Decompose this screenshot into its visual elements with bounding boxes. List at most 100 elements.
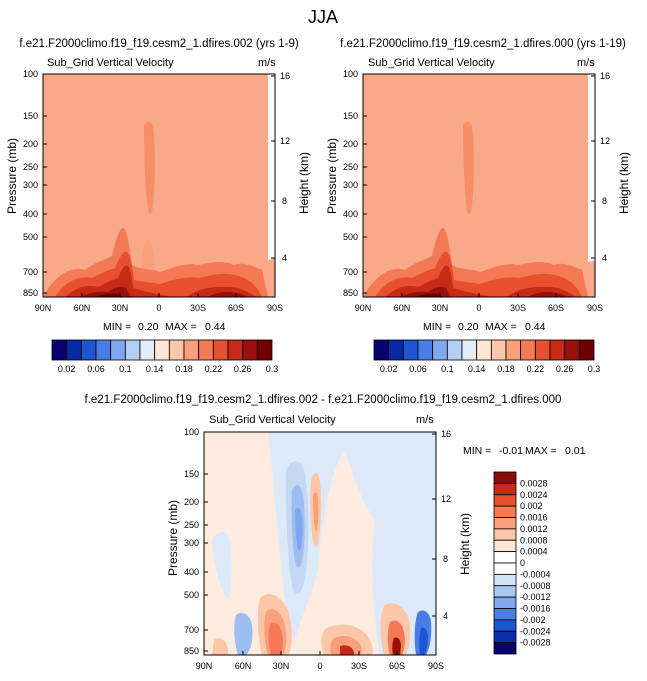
- panel-a-yrtick: 12: [280, 136, 290, 146]
- panel-c-ytick: 300: [184, 538, 199, 548]
- panel-a-xtick: 0: [156, 303, 161, 313]
- panel-c-max-value: 0.01: [565, 445, 586, 457]
- colorbar-label: 0.06: [409, 364, 427, 374]
- panel-a-xtick: 90S: [267, 303, 283, 313]
- colorbar-label: 0.02: [58, 364, 76, 374]
- panel-c-xtick: 30S: [351, 661, 367, 671]
- panel-b-ylabel: Pressure (mb): [325, 138, 339, 214]
- panel-b-ytick: 500: [343, 232, 358, 242]
- colorbar-swatch: [154, 339, 170, 361]
- page-title: JJA: [308, 7, 338, 27]
- panel-b-title: f.e21.F2000climo.f19_f19.cesm2_1.dfires.…: [340, 38, 626, 50]
- colorbar-swatch: [432, 339, 448, 361]
- panel-c-xtick: 60S: [389, 661, 405, 671]
- panel-c-y-ticks: 100 150 200 250 300 400 500 700 850: [184, 427, 199, 656]
- panel-c-ytick: 100: [184, 427, 199, 437]
- panel-a-ytick: 850: [23, 288, 38, 298]
- panel-b-xtick: 30N: [432, 303, 449, 313]
- panel-a: f.e21.F2000climo.f19_f19.cesm2_1.dfires.…: [5, 38, 311, 374]
- panel-c: f.e21.F2000climo.f19_f19.cesm2_1.dfires.…: [85, 394, 586, 671]
- panel-b-subtitle-right: m/s: [577, 57, 595, 69]
- panel-c-ytick: 150: [184, 469, 199, 479]
- panel-a-colorbar: 0.02 0.06 0.1 0.14 0.18 0.22 0.26 0.3: [51, 339, 279, 374]
- colorbar-label: 0.14: [468, 364, 486, 374]
- panel-a-min-value: 0.20: [138, 321, 159, 333]
- colorbar-swatch: [493, 608, 517, 621]
- colorbar-label: 0.3: [266, 364, 279, 374]
- colorbar-swatch: [124, 339, 141, 361]
- panel-a-subtitle-left: Sub_Grid Vertical Velocity: [47, 57, 174, 69]
- panel-c-ytick: 500: [184, 590, 199, 600]
- panel-b-yrtick: 8: [602, 196, 607, 206]
- panel-b-y-ticks: 100 150 200 250 300 400 500 700 850: [343, 69, 358, 298]
- panel-c-yrtick: 8: [443, 554, 448, 564]
- panel-b-yrtick: 4: [602, 253, 607, 263]
- panel-a-y-right-ticks: 16 12 8 4: [280, 71, 290, 263]
- colorbar-label: 0.18: [175, 364, 193, 374]
- colorbar-label: -0.0012: [520, 592, 551, 602]
- colorbar-swatch: [80, 339, 97, 361]
- panel-c-yrtick: 4: [443, 611, 448, 621]
- panel-b-min-label: MIN =: [423, 321, 451, 333]
- colorbar-label: 0.0016: [520, 513, 548, 523]
- panel-b-ytick: 850: [343, 288, 358, 298]
- panel-a-min-label: MIN =: [103, 321, 131, 333]
- colorbar-swatch: [66, 339, 82, 361]
- colorbar-swatch: [476, 339, 492, 361]
- panel-c-min-value: -0.01: [499, 445, 523, 457]
- panel-c-ytick: 250: [184, 520, 199, 530]
- panel-c-y-right-ticks: 16 12 8 4: [441, 429, 451, 621]
- panel-b-ytick: 400: [343, 209, 358, 219]
- colorbar-label: 0.0028: [520, 478, 548, 488]
- panel-c-xtick: 90N: [196, 661, 213, 671]
- colorbar-swatch: [388, 339, 404, 361]
- panel-a-y-ticks: 100 150 200 250 300 400 500 700 850: [23, 69, 38, 298]
- colorbar-swatch: [534, 339, 551, 361]
- panel-c-x-ticks: 90N 60N 30N 0 30S 60S 90S: [196, 661, 444, 671]
- panel-a-ylabel-right: Height (km): [297, 152, 311, 214]
- colorbar-swatch: [183, 339, 200, 361]
- colorbar-label: -0.0024: [520, 626, 551, 636]
- panel-b-xtick: 0: [476, 303, 481, 313]
- colorbar-swatch: [493, 619, 517, 632]
- panel-c-xtick: 60N: [235, 661, 252, 671]
- colorbar-swatch: [493, 596, 517, 609]
- colorbar-swatch: [402, 339, 419, 361]
- colorbar-label: 0.26: [234, 364, 252, 374]
- colorbar-swatch: [493, 471, 517, 484]
- panel-a-ytick: 150: [23, 111, 38, 121]
- colorbar-swatch: [493, 539, 517, 553]
- colorbar-label: -0.0016: [520, 604, 551, 614]
- panel-a-yrtick: 16: [280, 71, 290, 81]
- panel-a-title: f.e21.F2000climo.f19_f19.cesm2_1.dfires.…: [19, 38, 299, 50]
- colorbar-label: 0.26: [556, 364, 574, 374]
- panel-a-max-value: 0.44: [205, 321, 226, 333]
- colorbar-swatch: [564, 339, 580, 361]
- panel-c-yrtick: 12: [441, 494, 451, 504]
- colorbar-swatch: [242, 339, 258, 361]
- colorbar-swatch: [95, 339, 112, 361]
- panel-b-xtick: 60N: [394, 303, 411, 313]
- colorbar-label: 0.02: [380, 364, 398, 374]
- panel-a-ytick: 500: [23, 232, 38, 242]
- colorbar-swatch: [493, 573, 517, 587]
- colorbar-swatch: [110, 339, 126, 361]
- colorbar-label: 0.06: [87, 364, 105, 374]
- panel-b-xtick: 90N: [355, 303, 372, 313]
- colorbar-swatch: [493, 630, 517, 644]
- colorbar-label: -0.002: [520, 615, 546, 625]
- colorbar-swatch: [373, 339, 390, 361]
- colorbar-label: -0.0008: [520, 581, 551, 591]
- panel-a-x-ticks: 90N 60N 30N 0 30S 60S 90S: [35, 303, 283, 313]
- panel-b-xtick: 60S: [548, 303, 564, 313]
- panel-a-subtitle-right: m/s: [258, 57, 276, 69]
- colorbar-label: 0.14: [146, 364, 164, 374]
- colorbar-swatch: [198, 339, 214, 361]
- colorbar-label: 0.22: [205, 364, 223, 374]
- panel-b-ylabel-right: Height (km): [617, 152, 631, 214]
- panel-c-xtick: 0: [317, 661, 322, 671]
- panel-c-title: f.e21.F2000climo.f19_f19.cesm2_1.dfires.…: [85, 394, 562, 406]
- panel-b-yrtick: 16: [600, 71, 610, 81]
- panel-c-ytick: 200: [184, 497, 199, 507]
